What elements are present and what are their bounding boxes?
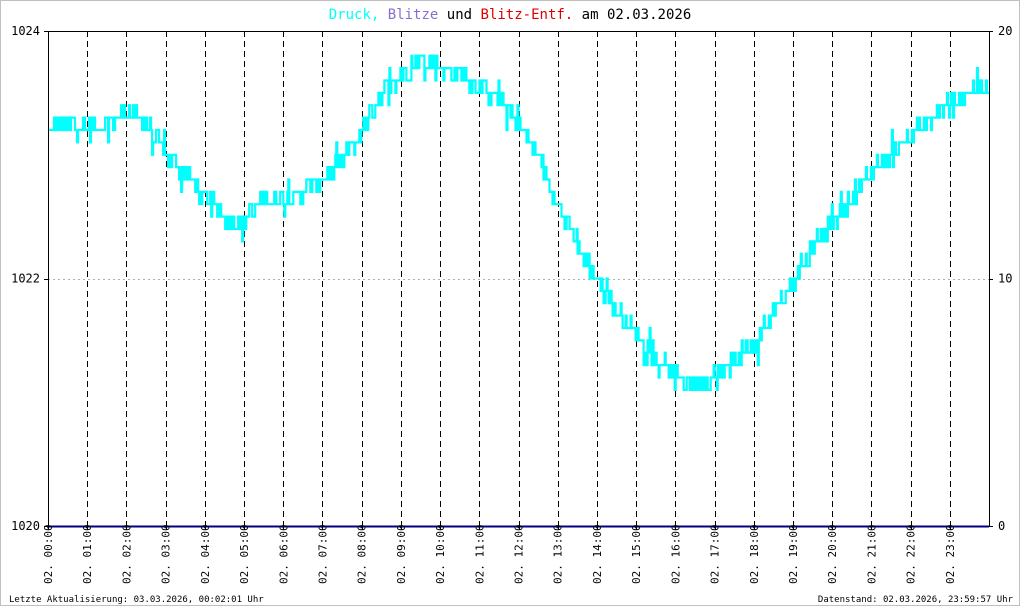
- chart-title: Druck, Blitze und Blitz-Entf. am 02.03.2…: [329, 7, 692, 23]
- left-tick-label: 1022: [11, 272, 40, 286]
- footer-data-state: Datenstand: 02.03.2026, 23:59:57 Uhr: [818, 595, 1014, 605]
- series-druck-line: [48, 54, 989, 391]
- title-blitze: Blitze: [388, 7, 439, 23]
- x-tick-label: 02. 00:00: [42, 524, 55, 584]
- x-tick-label: 02. 17:00: [709, 524, 722, 584]
- series-layer: [48, 54, 989, 528]
- x-tick-label: 02. 14:00: [591, 524, 604, 584]
- x-tick-label: 02. 22:00: [905, 524, 918, 584]
- footer-last-update: Letzte Aktualisierung: 03.03.2026, 00:02…: [9, 595, 264, 605]
- left-tick-label: 1020: [11, 519, 40, 533]
- axes: [44, 31, 993, 530]
- grid-lines: [48, 31, 989, 526]
- title-druck: Druck: [329, 7, 372, 23]
- x-tick-label: 02. 19:00: [787, 524, 800, 584]
- x-tick-label: 02. 01:00: [81, 524, 94, 584]
- right-tick-label: 20: [998, 24, 1012, 38]
- right-tick-label: 10: [998, 272, 1012, 286]
- title-separator: ,: [371, 7, 379, 23]
- x-tick-label: 02. 09:00: [395, 524, 408, 584]
- x-tick-label: 02. 08:00: [356, 524, 369, 584]
- x-tick-label: 02. 07:00: [316, 524, 329, 584]
- x-tick-label: 02. 13:00: [552, 524, 565, 584]
- x-tick-label: 02. 20:00: [826, 524, 839, 584]
- x-tick-label: 02. 06:00: [277, 524, 290, 584]
- x-tick-label: 02. 18:00: [748, 524, 761, 584]
- x-tick-label: 02. 10:00: [434, 524, 447, 584]
- title-blitz-entf: Blitz-Entf.: [481, 7, 574, 23]
- x-tick-label: 02. 23:00: [944, 524, 957, 584]
- x-tick-label: 02. 02:00: [120, 524, 133, 584]
- title-und: und: [447, 7, 472, 23]
- x-tick-label: 02. 21:00: [865, 524, 878, 584]
- right-tick-label: 0: [998, 519, 1005, 533]
- x-tick-label: 02. 11:00: [473, 524, 486, 584]
- left-tick-label: 1024: [11, 24, 40, 38]
- x-tick-label: 02. 16:00: [669, 524, 682, 584]
- x-tick-label: 02. 05:00: [238, 524, 251, 584]
- x-tick-label: 02. 03:00: [160, 524, 173, 584]
- x-tick-label: 02. 15:00: [630, 524, 643, 584]
- title-date: am 02.03.2026: [582, 7, 692, 23]
- x-tick-label: 02. 04:00: [199, 524, 212, 584]
- x-tick-label: 02. 12:00: [513, 524, 526, 584]
